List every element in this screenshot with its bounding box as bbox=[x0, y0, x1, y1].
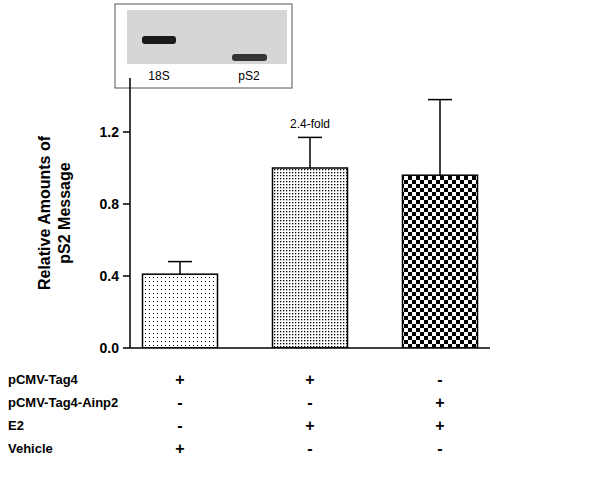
error-cap bbox=[428, 99, 452, 101]
bar bbox=[403, 175, 478, 348]
condition-mark: + bbox=[305, 417, 314, 434]
error-stem bbox=[309, 137, 311, 168]
condition-mark: - bbox=[177, 394, 182, 411]
condition-label: E2 bbox=[8, 418, 24, 433]
condition-mark: + bbox=[175, 371, 184, 388]
inset-label: 18S bbox=[148, 69, 169, 83]
y-axis-label: pS2 Message bbox=[56, 162, 73, 263]
y-tick bbox=[123, 275, 130, 277]
y-axis bbox=[129, 78, 131, 348]
condition-mark: - bbox=[307, 394, 312, 411]
error-bar bbox=[298, 137, 322, 168]
condition-mark: + bbox=[435, 417, 444, 434]
bar bbox=[143, 274, 218, 348]
condition-label: Vehicle bbox=[8, 441, 53, 456]
inset-label: pS2 bbox=[238, 69, 260, 83]
y-tick bbox=[123, 131, 130, 133]
chart-root: 18S pS2 0.0 0.4 0.8 1.2 Relative Amounts ofpS2… bbox=[0, 0, 601, 491]
condition-mark: - bbox=[177, 417, 182, 434]
y-tick-label: 0.4 bbox=[100, 268, 120, 284]
condition-label: pCMV-Tag4 bbox=[8, 372, 79, 387]
condition-mark: - bbox=[437, 440, 442, 457]
bar bbox=[273, 168, 348, 348]
condition-label: pCMV-Tag4-Ainp2 bbox=[8, 395, 118, 410]
gel-band bbox=[232, 54, 267, 61]
y-tick-label: 1.2 bbox=[100, 124, 120, 140]
gel bbox=[127, 10, 287, 64]
inset: 18S pS2 bbox=[115, 4, 292, 88]
y-axis-label: Relative Amounts of bbox=[36, 135, 53, 290]
condition-mark: + bbox=[175, 440, 184, 457]
y-tick bbox=[123, 203, 130, 205]
error-stem bbox=[439, 100, 441, 176]
condition-mark: - bbox=[307, 440, 312, 457]
gel-band bbox=[142, 36, 176, 44]
error-bar bbox=[168, 262, 192, 275]
x-axis bbox=[130, 347, 490, 349]
condition-mark: + bbox=[305, 371, 314, 388]
y-tick-label: 0.0 bbox=[100, 340, 120, 356]
bars bbox=[143, 100, 478, 348]
inset-frame bbox=[115, 4, 292, 88]
y-tick bbox=[123, 347, 130, 349]
condition-mark: + bbox=[435, 394, 444, 411]
condition-mark: - bbox=[437, 371, 442, 388]
annotation: 2.4-fold bbox=[290, 117, 330, 131]
y-tick-label: 0.8 bbox=[100, 196, 120, 212]
error-cap bbox=[298, 137, 322, 139]
chart-svg: 18S pS2 0.0 0.4 0.8 1.2 Relative Amounts ofpS2… bbox=[0, 0, 601, 491]
error-cap bbox=[168, 261, 192, 263]
error-stem bbox=[179, 262, 181, 275]
error-bar bbox=[428, 100, 452, 176]
